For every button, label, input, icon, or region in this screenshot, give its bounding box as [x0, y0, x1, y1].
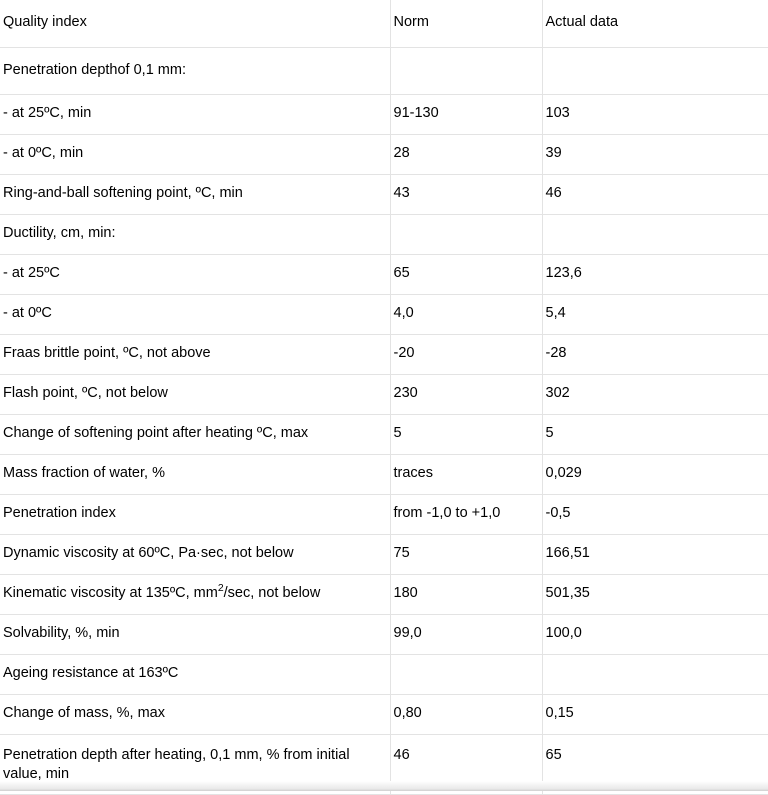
table-row: Ageing resistance at 163ºC — [0, 654, 768, 695]
table-row: - at 25ºC 65 123,6 — [0, 254, 768, 295]
table-row: - at 0ºC, min 28 39 — [0, 134, 768, 175]
table-header-row: Quality index Norm Actual data — [0, 0, 768, 48]
cell-norm: 43 — [390, 174, 543, 215]
cell-quality-index: Ring-and-ball softening point, ºC, min — [0, 174, 391, 215]
column-header-norm: Norm — [390, 0, 543, 48]
cell-actual-data: 39 — [542, 134, 768, 175]
cell-norm: 5 — [390, 414, 543, 455]
table-row: - at 0ºC 4,0 5,4 — [0, 294, 768, 335]
cell-actual-data — [542, 47, 768, 95]
cell-quality-index: Mass fraction of water, % — [0, 454, 391, 495]
cell-norm: 91-130 — [390, 94, 543, 135]
cell-actual-data — [542, 214, 768, 255]
cell-actual-data: 5,4 — [542, 294, 768, 335]
cell-norm: traces — [390, 454, 543, 495]
cell-norm: 180 — [390, 574, 543, 615]
cell-quality-index: Ageing resistance at 163ºC — [0, 654, 391, 695]
cell-actual-data: 5 — [542, 414, 768, 455]
table-row: Flash point, ºC, not below 230 302 — [0, 374, 768, 415]
cell-quality-index: Flash point, ºC, not below — [0, 374, 391, 415]
table-row: Ring-and-ball softening point, ºC, min 43… — [0, 174, 768, 215]
table-row: Ductility, cm, min: — [0, 214, 768, 255]
cell-actual-data — [542, 654, 768, 695]
table-row: Mass fraction of water, % traces 0,029 — [0, 454, 768, 495]
cell-actual-data: -28 — [542, 334, 768, 375]
cell-quality-index: Solvability, %, min — [0, 614, 391, 655]
table-header: Quality index Norm Actual data — [0, 0, 768, 48]
cell-quality-index: Ductility, cm, min: — [0, 214, 391, 255]
cell-actual-data: 166,51 — [542, 534, 768, 575]
cell-norm: 65 — [390, 254, 543, 295]
cell-norm — [390, 654, 543, 695]
cell-norm: 75 — [390, 534, 543, 575]
cell-quality-index: - at 25ºC — [0, 254, 391, 295]
cell-norm: 0,80 — [390, 694, 543, 735]
table-row: Change of softening point after heating … — [0, 414, 768, 455]
table-row: Penetration index from -1,0 to +1,0 -0,5 — [0, 494, 768, 535]
cell-quality-index: Dynamic viscosity at 60ºC, Pa·sec, not b… — [0, 534, 391, 575]
column-header-actual-data: Actual data — [542, 0, 768, 48]
table-row: Kinematic viscosity at 135ºC, mm2/sec, n… — [0, 574, 768, 615]
cell-actual-data: 501,35 — [542, 574, 768, 615]
cell-quality-index: Penetration index — [0, 494, 391, 535]
table-row: - at 25ºC, min 91-130 103 — [0, 94, 768, 135]
superscript-exponent: 2 — [217, 583, 224, 595]
cell-norm — [390, 47, 543, 95]
table-row: Dynamic viscosity at 60ºC, Pa·sec, not b… — [0, 534, 768, 575]
cell-quality-index: Kinematic viscosity at 135ºC, mm2/sec, n… — [0, 574, 391, 615]
table-row: Penetration depthof 0,1 mm: — [0, 47, 768, 95]
cell-actual-data: 123,6 — [542, 254, 768, 295]
cell-actual-data: -0,5 — [542, 494, 768, 535]
cell-norm: 99,0 — [390, 614, 543, 655]
cell-norm: 28 — [390, 134, 543, 175]
cell-quality-index: Change of mass, %, max — [0, 694, 391, 735]
cell-actual-data: 302 — [542, 374, 768, 415]
bottom-edge-shadow — [0, 781, 768, 791]
cell-actual-data: 46 — [542, 174, 768, 215]
cell-norm: -20 — [390, 334, 543, 375]
cell-actual-data: 0,15 — [542, 694, 768, 735]
cell-norm: 230 — [390, 374, 543, 415]
column-header-quality-index: Quality index — [0, 0, 391, 48]
cell-actual-data: 103 — [542, 94, 768, 135]
cell-norm — [390, 214, 543, 255]
cell-quality-index: Penetration depthof 0,1 mm: — [0, 47, 391, 95]
cell-quality-index: - at 25ºC, min — [0, 94, 391, 135]
table-row: Change of mass, %, max 0,80 0,15 — [0, 694, 768, 735]
table-body: Penetration depthof 0,1 mm: - at 25ºC, mi… — [0, 47, 768, 795]
cell-norm: 4,0 — [390, 294, 543, 335]
cell-quality-index: - at 0ºC — [0, 294, 391, 335]
cell-quality-index: Change of softening point after heating … — [0, 414, 391, 455]
cell-norm: from -1,0 to +1,0 — [390, 494, 543, 535]
table-row: Solvability, %, min 99,0 100,0 — [0, 614, 768, 655]
cell-actual-data: 0,029 — [542, 454, 768, 495]
cell-actual-data: 100,0 — [542, 614, 768, 655]
table-row: Fraas brittle point, ºC, not above -20 -28 — [0, 334, 768, 375]
cell-quality-index: - at 0ºC, min — [0, 134, 391, 175]
cell-quality-index: Fraas brittle point, ºC, not above — [0, 334, 391, 375]
